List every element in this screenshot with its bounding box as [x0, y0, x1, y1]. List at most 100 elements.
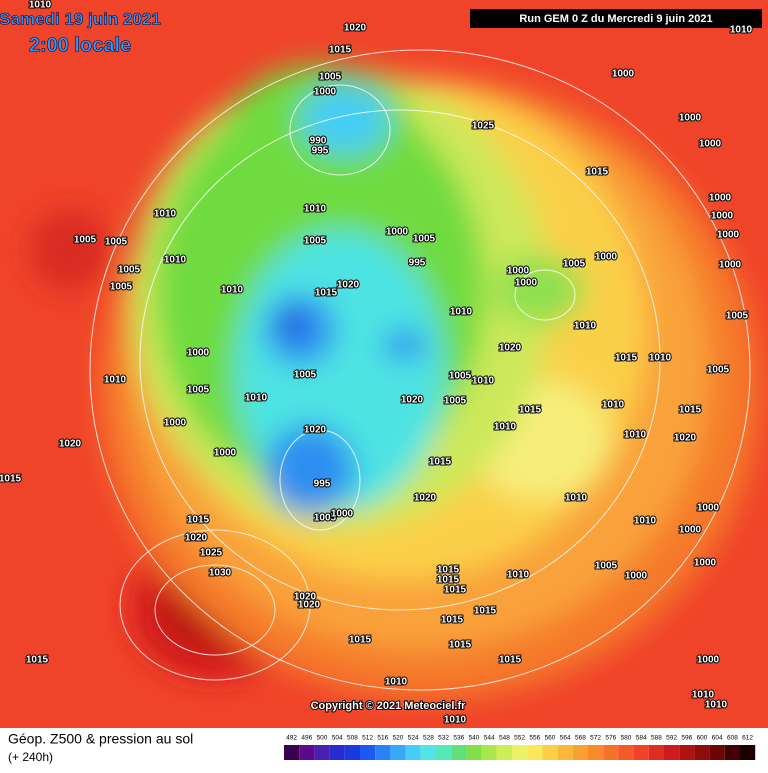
- isobar-label: 1000: [719, 260, 742, 271]
- legend-swatch: [481, 745, 497, 760]
- legend-swatch: [405, 745, 421, 760]
- legend-label: 492: [286, 735, 297, 742]
- isobar-label: 990: [310, 136, 327, 147]
- isobar-label: 1015: [441, 615, 464, 626]
- legend-swatch: [694, 745, 710, 760]
- isobar-label: 1005: [314, 513, 337, 524]
- isobar-label: 1000: [214, 448, 237, 459]
- isobar-label: 1025: [472, 121, 495, 132]
- isobar-label: 1000: [679, 525, 702, 536]
- isobar-label: 1000: [699, 139, 722, 150]
- field: [30, 65, 760, 700]
- isobar-label: 1015: [679, 405, 702, 416]
- isobar-label: 1000: [187, 348, 210, 359]
- isobar-label: 1005: [304, 236, 327, 247]
- isobar-label: 1000: [507, 266, 530, 277]
- isobar-label: 1000: [625, 571, 648, 582]
- isobar-label: 1000: [697, 655, 720, 666]
- legend-swatch: [572, 745, 588, 760]
- isobar-label: 1010: [444, 715, 467, 726]
- legend-swatch: [679, 745, 695, 760]
- isobar-label: 1015: [615, 353, 638, 364]
- isobar-label: 1005: [74, 235, 97, 246]
- legend-swatch: [740, 745, 756, 760]
- legend-label: 588: [651, 735, 662, 742]
- isobar-label: 1000: [331, 509, 354, 520]
- legend-label: 540: [469, 735, 480, 742]
- isobar-label: 1020: [59, 439, 82, 450]
- legend-swatch: [375, 745, 391, 760]
- isobar-label: 1010: [164, 255, 187, 266]
- isobar-label: 1005: [110, 282, 133, 293]
- legend-label: 576: [605, 735, 616, 742]
- legend-label: 560: [545, 735, 556, 742]
- isobar-label: 1020: [401, 395, 424, 406]
- isobar-label: 1010: [385, 677, 408, 688]
- isobar-label: 1010: [29, 0, 52, 11]
- isobar-label: 1005: [444, 396, 467, 407]
- isobar-label: 995: [312, 146, 329, 157]
- isobar-label: 1000: [164, 418, 187, 429]
- isobar-label: 1010: [104, 375, 127, 386]
- legend-label: 552: [514, 735, 525, 742]
- isobar-label: 1005: [595, 561, 618, 572]
- legend-label: 580: [621, 735, 632, 742]
- isobar-label: 1015: [429, 457, 452, 468]
- legend-swatch: [420, 745, 436, 760]
- isobar-label: 1000: [717, 230, 740, 241]
- isobar-label: 1015: [586, 167, 609, 178]
- isobar-label: 1015: [0, 474, 22, 485]
- legend-swatch: [284, 745, 300, 760]
- isobar-label: 1005: [563, 259, 586, 270]
- legend-swatch: [724, 745, 740, 760]
- legend-swatch: [451, 745, 467, 760]
- legend-swatch: [512, 745, 528, 760]
- isobar-label: 1010: [221, 285, 244, 296]
- date: Samedi 19 juin 2021: [0, 9, 161, 28]
- isobar-label: 1010: [602, 400, 625, 411]
- isobar-label: 1020: [674, 433, 697, 444]
- isobar-label: 1020: [304, 425, 327, 436]
- legend-swatch: [390, 745, 406, 760]
- isobar-label: 995: [314, 479, 331, 490]
- legend-label: 512: [362, 735, 373, 742]
- isobar-label: 1015: [315, 288, 338, 299]
- legend-swatch: [314, 745, 330, 760]
- legend-label: 572: [590, 735, 601, 742]
- isobar-label: 1010: [565, 493, 588, 504]
- legend-swatch: [633, 745, 649, 760]
- isobar-label: 1015: [519, 405, 542, 416]
- legend-swatch: [664, 745, 680, 760]
- color-legend: 492 496 500 504 508 512 516 520 524 528 532 536 540 5…: [284, 735, 756, 760]
- isobar-label: 1010: [245, 393, 268, 404]
- run-box: [470, 9, 762, 28]
- isobar-label: 1005: [118, 265, 141, 276]
- isobar-label: 1000: [386, 227, 409, 238]
- isobar-label: 1000: [595, 252, 618, 263]
- legend-swatch: [542, 745, 558, 760]
- legend-swatch: [360, 745, 376, 760]
- isobar-label: 1020: [499, 343, 522, 354]
- isobar-label: 1005: [449, 371, 472, 382]
- legend-label: 596: [681, 735, 692, 742]
- legend-swatch: [648, 745, 664, 760]
- footer-lead: (+ 240h): [8, 750, 53, 764]
- isobar-label: 1010: [494, 422, 517, 433]
- isobar-label: 1020: [414, 493, 437, 504]
- legend-label: 556: [529, 735, 540, 742]
- legend-swatch: [603, 745, 619, 760]
- isobar-label: 1015: [444, 585, 467, 596]
- legend-label: 584: [636, 735, 647, 742]
- legend-label: 600: [697, 735, 708, 742]
- isobar-label: 1030: [209, 568, 232, 579]
- isobar-label: 1000: [612, 69, 635, 80]
- isobar-label: 1000: [697, 503, 720, 514]
- isobar-labels: 1010102010151005100099099510251000100010…: [0, 0, 754, 727]
- footer-title: Géop. Z500 & pression au sol: [8, 731, 193, 747]
- isobar-label: 1010: [154, 209, 177, 220]
- local-time: 2:00 locale: [29, 34, 131, 56]
- isobar-label: 1010: [574, 321, 597, 332]
- isobar-lines: [89, 49, 751, 691]
- legend-label: 496: [301, 735, 312, 742]
- isobar-label: 1000: [709, 193, 732, 204]
